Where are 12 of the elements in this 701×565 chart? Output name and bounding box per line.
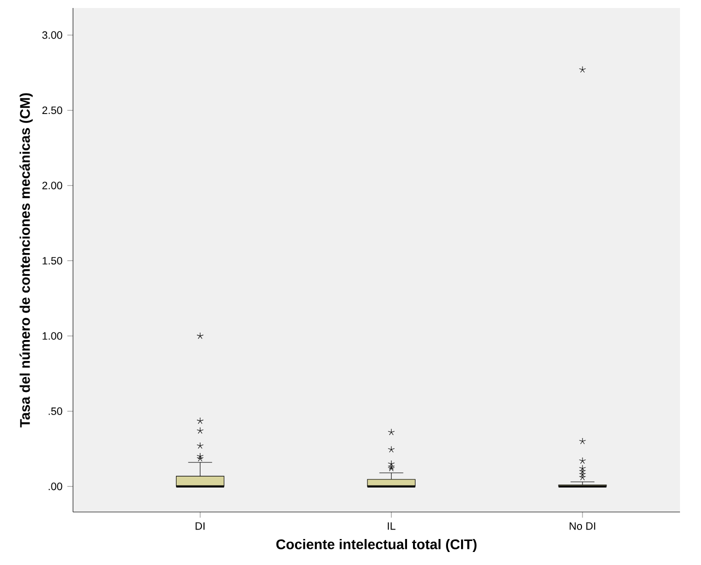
y-tick-label: 2.50 [42,106,62,114]
y-tick-label: 1.00 [42,332,62,340]
x-axis-title: Cociente intelectual total (CIT) [276,538,477,552]
y-tick-label: 1.50 [42,256,62,265]
y-tick-label: 2.00 [42,182,62,190]
x-tick-label: DI [196,522,204,530]
x-tick-label: No DI [570,522,596,530]
y-tick-label: .00 [48,482,62,490]
x-tick-label: IL [388,522,396,530]
y-tick-label: 3.00 [42,31,62,39]
y-axis-title: Tasa del número de contenciones mecánicas (CM) [20,93,33,428]
y-tick-label: .50 [48,407,62,415]
